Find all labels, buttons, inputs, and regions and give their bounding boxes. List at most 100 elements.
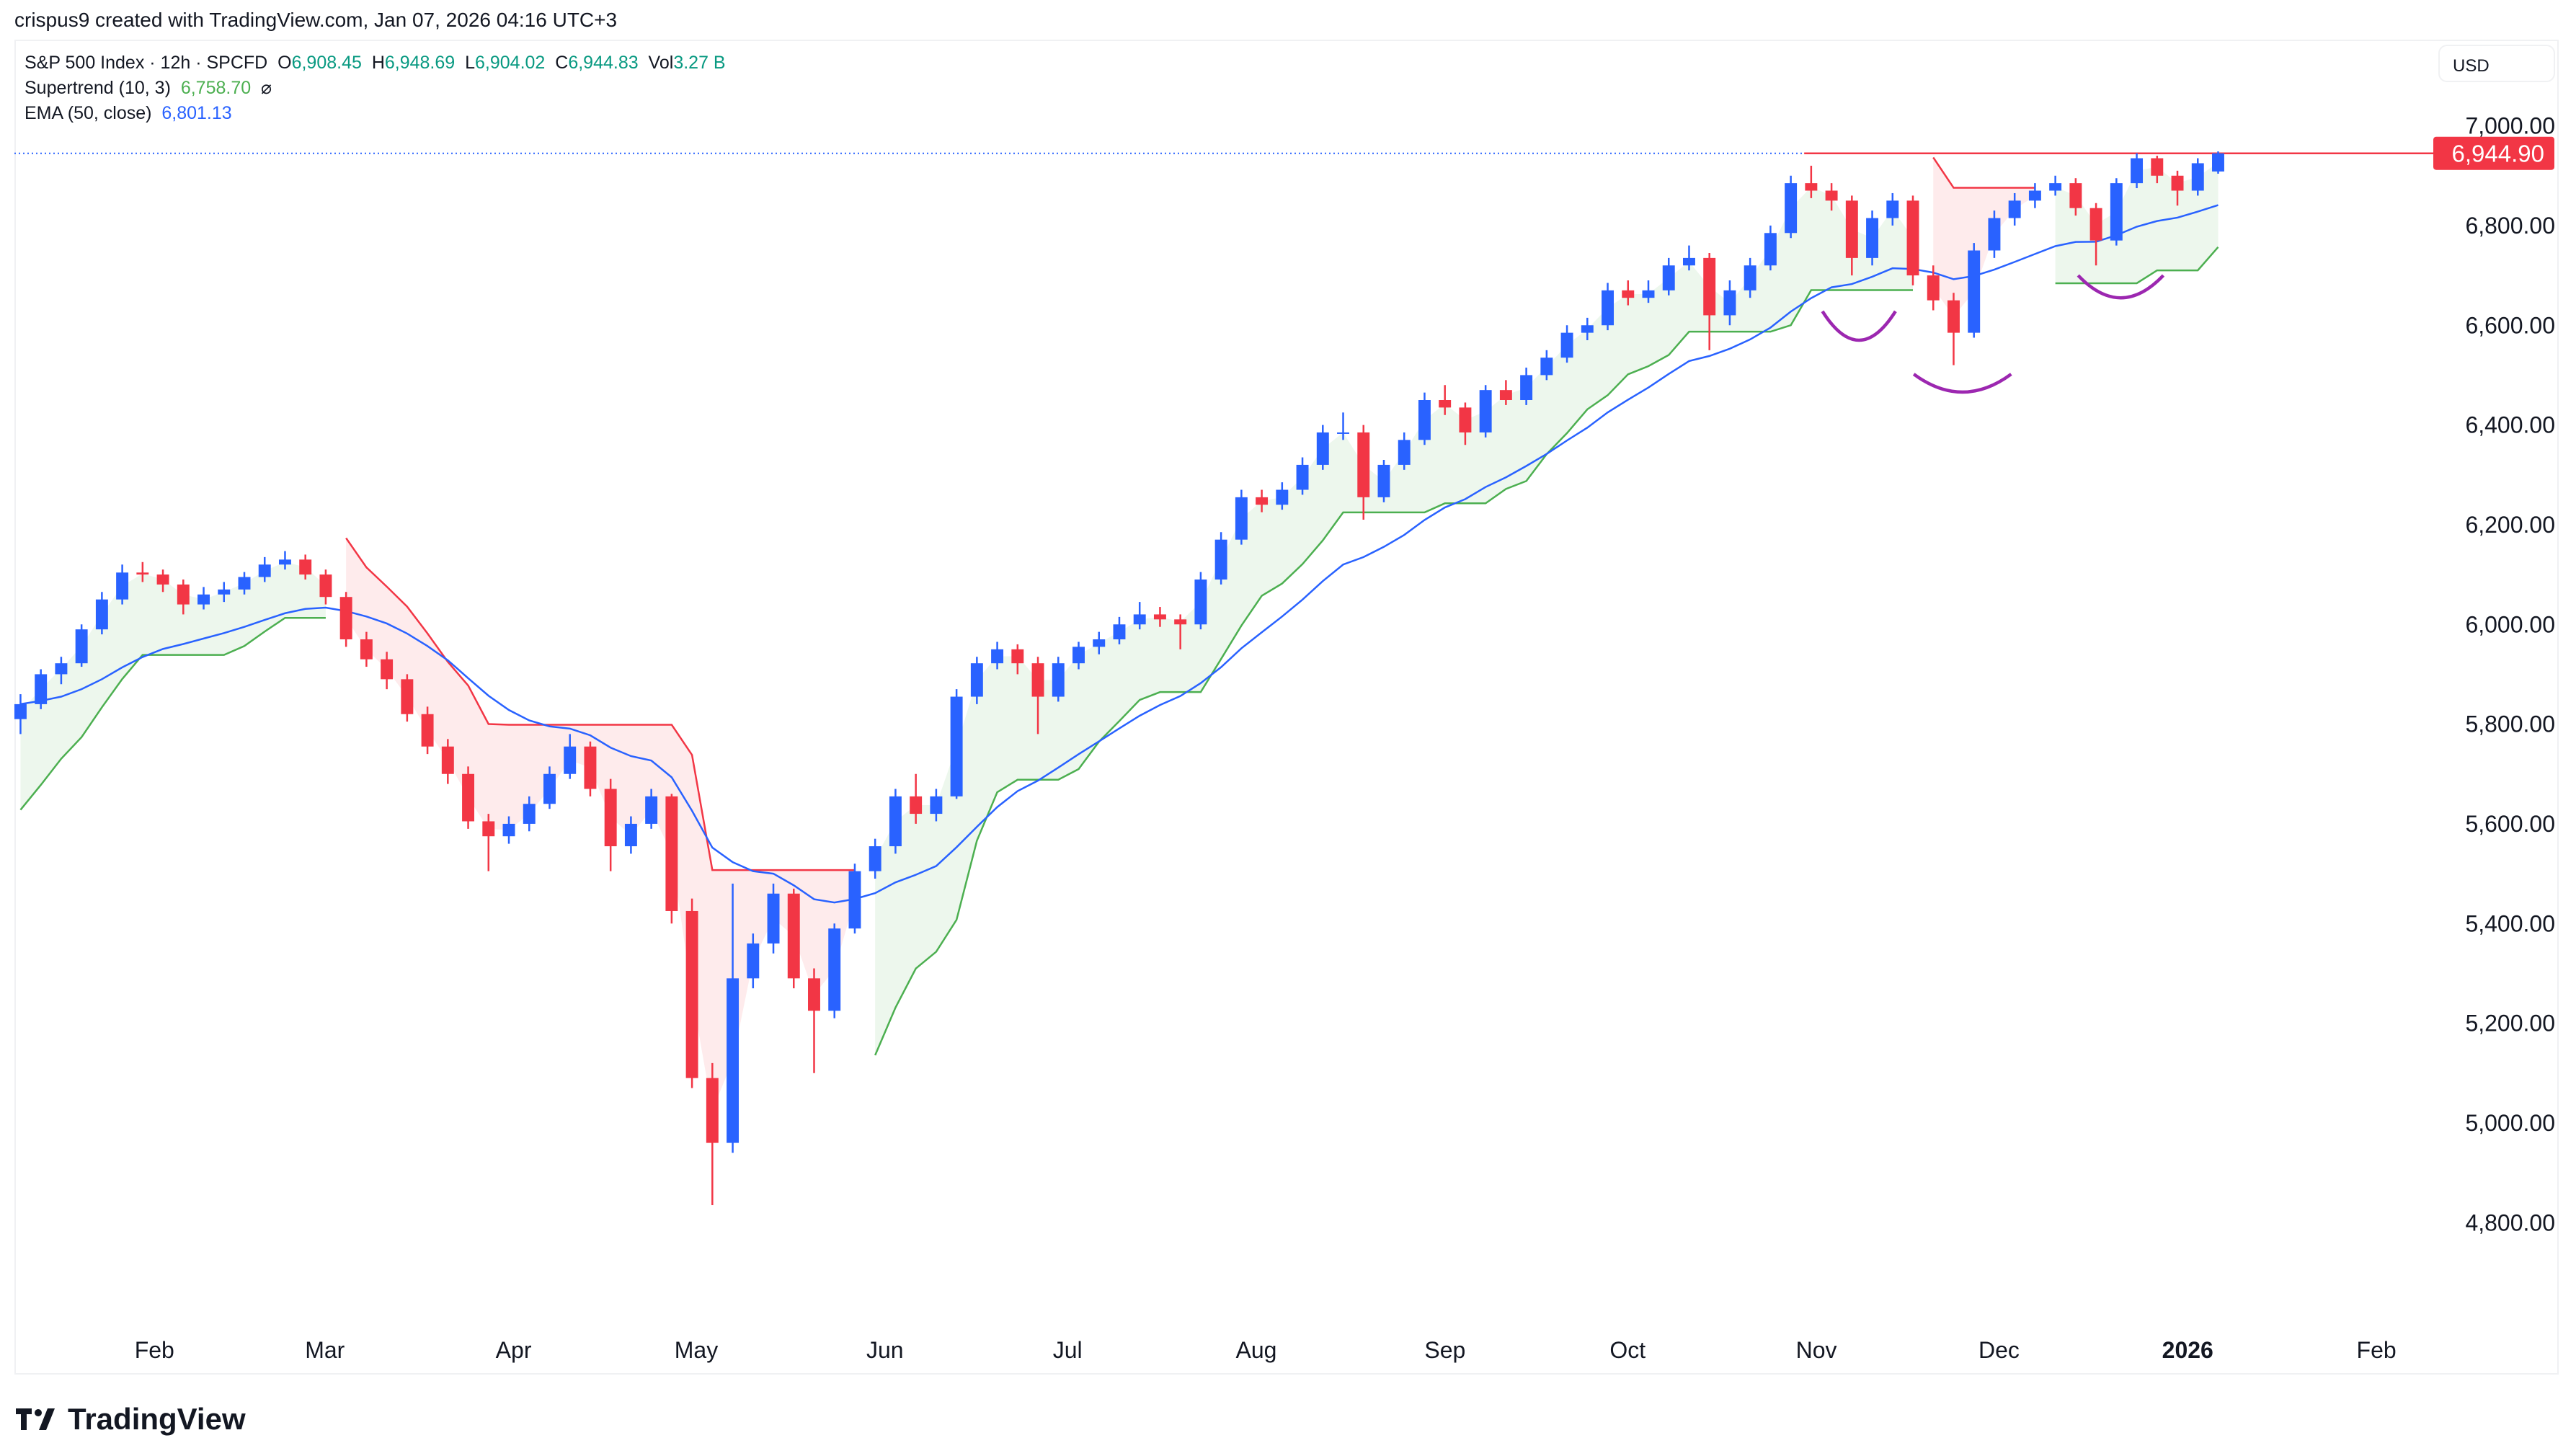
supertrend-up-line xyxy=(874,289,1914,1056)
candle-body xyxy=(1540,358,1553,376)
low-label: L xyxy=(465,53,476,73)
currency-button[interactable]: USD xyxy=(2438,45,2555,82)
pattern-arc-annotation xyxy=(1821,310,1897,342)
candle-body xyxy=(1072,647,1085,664)
candle-body xyxy=(2191,163,2204,191)
x-tick-label: Jun xyxy=(866,1337,904,1363)
candle-body xyxy=(218,589,231,595)
candle-body xyxy=(564,746,577,774)
y-tick-label: 6,000.00 xyxy=(2465,611,2555,637)
candle-body xyxy=(1439,400,1452,408)
candle-body xyxy=(706,1078,719,1143)
data-window-icon: ⌀ xyxy=(261,78,272,98)
candle-body xyxy=(1703,257,1716,316)
candle-body xyxy=(604,789,617,847)
candle-body xyxy=(441,746,454,774)
open-value: 6,908.45 xyxy=(291,53,362,73)
candle-body xyxy=(910,796,923,814)
candle-body xyxy=(278,559,291,565)
candle-body xyxy=(1622,290,1635,298)
volume-label: Vol xyxy=(648,53,674,73)
x-tick-label: Oct xyxy=(1609,1337,1645,1363)
candle-body xyxy=(14,703,27,719)
ema-label: EMA (50, close) xyxy=(25,103,152,123)
y-tick-label: 6,200.00 xyxy=(2465,512,2555,538)
candle-body xyxy=(339,597,352,639)
candle-body xyxy=(665,796,678,911)
y-tick-label: 4,800.00 xyxy=(2465,1209,2555,1235)
candle-body xyxy=(930,796,943,814)
candle-body xyxy=(1337,432,1349,434)
ema-line xyxy=(20,204,2219,904)
candle-body xyxy=(1805,183,1818,191)
candle-body xyxy=(360,639,373,660)
candle-body xyxy=(462,773,475,822)
supertrend-legend-row[interactable]: Supertrend (10, 3) 6,758.70 ⌀ xyxy=(25,76,726,101)
high-value: 6,948.69 xyxy=(384,53,456,73)
candle-body xyxy=(421,714,434,747)
candle-body xyxy=(75,629,88,664)
candle-body xyxy=(848,871,861,929)
candle-body xyxy=(502,823,515,837)
candle-body xyxy=(2028,190,2041,201)
y-tick-label: 5,600.00 xyxy=(2465,811,2555,837)
x-tick-label: Dec xyxy=(1978,1337,2020,1363)
candle-body xyxy=(1214,539,1227,580)
candle-body xyxy=(1398,440,1411,465)
tradingview-logo-icon xyxy=(16,1408,55,1430)
candle-body xyxy=(1011,649,1024,664)
candle-body xyxy=(747,943,760,979)
ema-legend-row[interactable]: EMA (50, close) 6,801.13 xyxy=(25,101,726,126)
supertrend-value: 6,758.70 xyxy=(180,78,252,98)
candle-body xyxy=(116,572,129,600)
candle-body xyxy=(1499,390,1512,400)
candle-body xyxy=(2008,200,2021,218)
candle-body xyxy=(787,893,800,979)
candle-body xyxy=(35,674,48,704)
candle-body xyxy=(156,574,169,585)
logo-text: TradingView xyxy=(68,1402,246,1436)
candle-body xyxy=(685,910,698,1078)
ema-value: 6,801.13 xyxy=(161,103,232,123)
price-chart[interactable]: 4,800.00 5,000.00 5,200.00 5,400.00 5,600.00… xyxy=(0,0,2576,1377)
candle-body xyxy=(889,796,902,847)
close-label: C xyxy=(555,53,569,73)
candle-body xyxy=(1968,250,1981,333)
supertrend-down-line xyxy=(1932,156,2035,189)
candle-body xyxy=(1113,624,1126,639)
supertrend-down-fill xyxy=(1933,157,2035,317)
candle-body xyxy=(970,663,983,697)
x-tick-label: Feb xyxy=(135,1337,174,1363)
candle-body xyxy=(258,564,271,577)
y-tick-label: 5,200.00 xyxy=(2465,1011,2555,1036)
candle-body xyxy=(1377,464,1390,497)
candle-body xyxy=(1682,257,1695,266)
candle-body xyxy=(197,594,210,605)
candle-body xyxy=(869,846,881,871)
candle-body xyxy=(319,574,332,598)
x-tick-label: Feb xyxy=(2357,1337,2397,1363)
candle-body xyxy=(1764,233,1777,266)
candle-body xyxy=(767,893,780,944)
candle-body xyxy=(543,773,556,804)
tradingview-logo[interactable]: TradingView xyxy=(16,1402,246,1437)
candle-body xyxy=(2069,183,2082,208)
candle-body xyxy=(401,679,414,714)
candle-body xyxy=(1276,489,1289,505)
chart-legend: S&P 500 Index · 12h · SPCFD O6,908.45 H6… xyxy=(25,50,726,126)
supertrend-up-fill xyxy=(875,187,1914,1055)
candle-body xyxy=(1052,663,1065,697)
candle-body xyxy=(1153,614,1166,620)
candle-body xyxy=(1723,290,1736,316)
pattern-arc-annotation xyxy=(1912,373,2012,394)
candle-body xyxy=(381,659,394,680)
candle-body xyxy=(828,928,841,1011)
currency-label: USD xyxy=(2453,56,2490,76)
candle-body xyxy=(1459,407,1472,432)
candle-body xyxy=(2151,158,2164,176)
symbol-name[interactable]: S&P 500 Index · 12h · SPCFD xyxy=(25,53,268,73)
supertrend-up-fill xyxy=(20,561,326,810)
candle-body xyxy=(1418,400,1431,440)
low-value: 6,904.02 xyxy=(475,53,546,73)
candle-body xyxy=(1927,275,1940,301)
